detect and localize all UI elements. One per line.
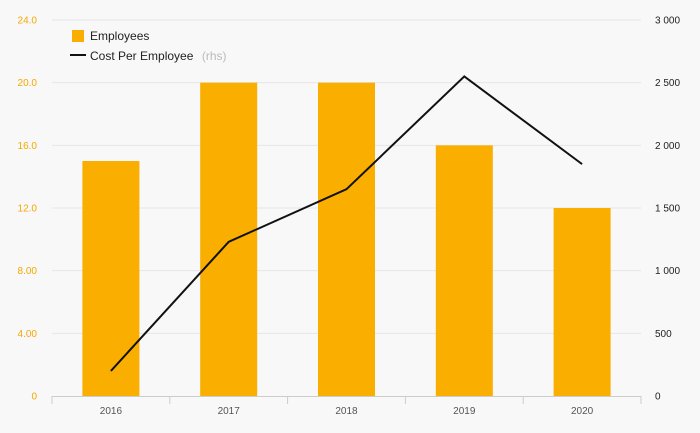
y-left-tick-label: 4.00 <box>18 329 38 340</box>
bar-employees <box>553 208 611 396</box>
cost-line-layer <box>110 75 583 372</box>
legend-label-employees: Employees <box>90 29 149 43</box>
y-right-tick-label: 2 500 <box>655 78 680 89</box>
y-right-tick-label: 3 000 <box>655 16 680 27</box>
x-tick-label: 2019 <box>453 406 476 417</box>
x-tick-label: 2016 <box>100 406 123 417</box>
y-left-tick-label: 20.0 <box>18 78 38 89</box>
y-right-tick-label: 0 <box>655 392 661 403</box>
y-left-tick-label: 8.00 <box>18 266 38 277</box>
bars <box>82 82 611 397</box>
y-right-tick-label: 1 000 <box>655 266 680 277</box>
line-cost-per-employee <box>110 75 583 372</box>
x-tick-label: 2020 <box>571 406 594 417</box>
y-right-tick-label: 500 <box>655 329 672 340</box>
legend-label-cost-group: Cost Per Employee (rhs) <box>90 47 227 64</box>
y-left-tick-label: 12.0 <box>18 204 38 215</box>
legend: Employees Cost Per Employee (rhs) <box>70 29 227 64</box>
bar-employees <box>435 145 493 396</box>
y-right-tick-label: 2 000 <box>655 141 680 152</box>
legend-label-rhs: (rhs) <box>202 49 227 63</box>
bar-employees <box>318 82 375 397</box>
y-left-tick-label: 16.0 <box>18 141 38 152</box>
legend-swatch-employees <box>72 30 84 42</box>
y-left-tick-label: 24.0 <box>18 16 38 27</box>
y-left-tick-label: 0 <box>31 392 37 403</box>
x-tick-label: 2018 <box>335 406 358 417</box>
x-tick-label: 2017 <box>218 406 241 417</box>
axes: 0 0 4.00 500 8.00 1 000 12.0 1 500 16.0 2 000 20.0… <box>18 16 681 418</box>
y-right-tick-label: 1 500 <box>655 204 680 215</box>
bar-employees <box>82 161 140 396</box>
bar-employees <box>200 82 258 397</box>
legend-label-cost: Cost Per Employee <box>90 49 194 63</box>
